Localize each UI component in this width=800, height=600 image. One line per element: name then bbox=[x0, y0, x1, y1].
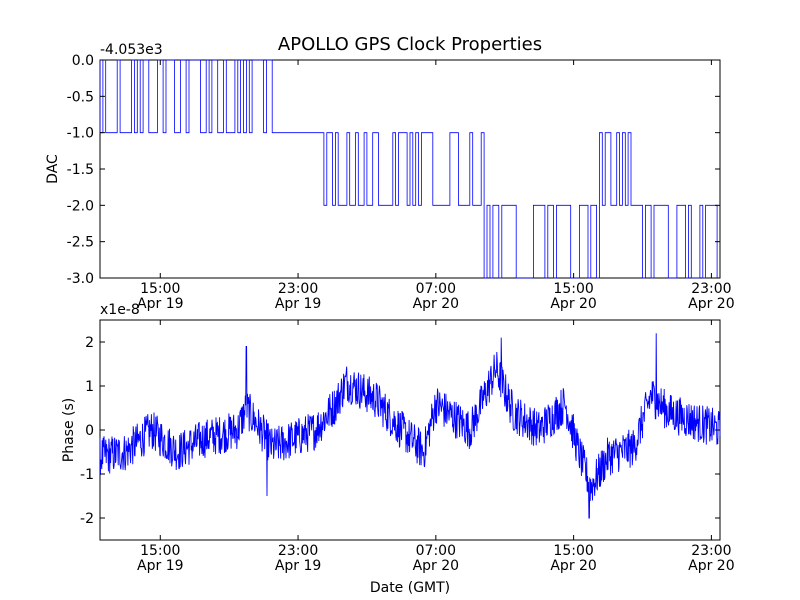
xtick-time-label: 07:00 bbox=[416, 281, 456, 297]
xtick-time-label: 15:00 bbox=[553, 281, 593, 297]
xtick-time-label: 23:00 bbox=[691, 281, 731, 297]
xtick-date-label: Apr 20 bbox=[550, 296, 596, 312]
ytick-label: -2.0 bbox=[67, 198, 94, 214]
xtick-time-label: 15:00 bbox=[553, 543, 593, 559]
xtick-time-label: 07:00 bbox=[416, 543, 456, 559]
ytick-label: 1 bbox=[85, 379, 94, 395]
xtick-time-label: 23:00 bbox=[278, 281, 318, 297]
dac-series bbox=[99, 59, 720, 279]
ytick-label: -1.0 bbox=[67, 126, 94, 142]
xtick-date-label: Apr 19 bbox=[137, 296, 183, 312]
ytick-label: -1.5 bbox=[67, 162, 94, 178]
xtick-date-label: Apr 20 bbox=[413, 558, 459, 574]
dac-offset-label: -4.053e3 bbox=[100, 42, 163, 58]
xtick-date-label: Apr 20 bbox=[550, 558, 596, 574]
xtick-time-label: 15:00 bbox=[140, 281, 180, 297]
xtick-time-label: 15:00 bbox=[140, 543, 180, 559]
dac-chart: -4.053e3 DAC 0.0 -0.5 -1.0 -1.5 -2.0 -2.5 -3.0… bbox=[45, 42, 735, 312]
ytick-label: 0.0 bbox=[72, 53, 94, 69]
phase-offset-label: x1e-8 bbox=[100, 302, 140, 318]
phase-ylabel: Phase (s) bbox=[61, 398, 77, 462]
series-line bbox=[99, 59, 720, 279]
phase-series bbox=[99, 333, 721, 519]
xtick-date-label: Apr 19 bbox=[275, 296, 321, 312]
ytick-label: -2 bbox=[80, 511, 94, 527]
xtick-date-label: Apr 20 bbox=[688, 296, 734, 312]
xtick-date-label: Apr 20 bbox=[688, 558, 734, 574]
ytick-label: -3.0 bbox=[67, 271, 94, 287]
ytick-label: 2 bbox=[85, 335, 94, 351]
series-line bbox=[99, 333, 721, 519]
dac-ylabel: DAC bbox=[45, 154, 61, 184]
xtick-date-label: Apr 19 bbox=[137, 558, 183, 574]
ytick-label: -0.5 bbox=[67, 89, 94, 105]
x-axis-label: Date (GMT) bbox=[370, 580, 450, 596]
xtick-date-label: Apr 20 bbox=[413, 296, 459, 312]
xtick-time-label: 23:00 bbox=[278, 543, 318, 559]
xtick-date-label: Apr 19 bbox=[275, 558, 321, 574]
figure-title: APOLLO GPS Clock Properties bbox=[278, 34, 542, 55]
ytick-label: -1 bbox=[80, 467, 94, 483]
phase-plot-frame bbox=[99, 319, 721, 541]
xtick-time-label: 23:00 bbox=[691, 543, 731, 559]
ytick-label: -2.5 bbox=[67, 235, 94, 251]
ytick-label: 0 bbox=[85, 423, 94, 439]
